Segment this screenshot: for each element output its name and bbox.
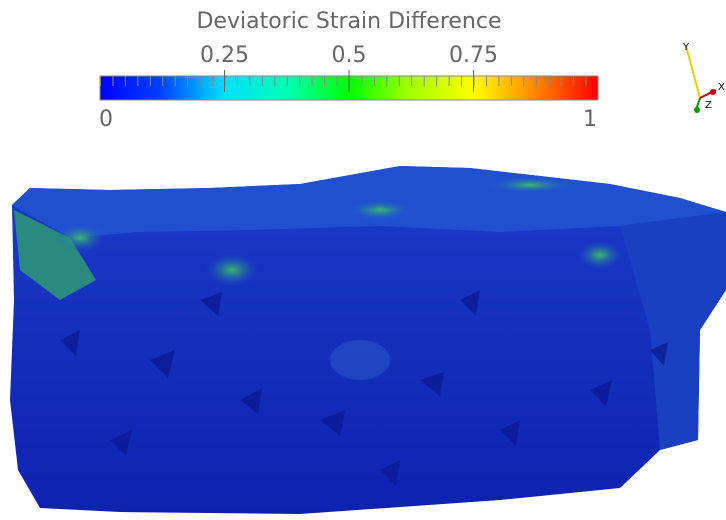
- axis-label: Z: [705, 100, 712, 111]
- axis-label: X: [718, 82, 725, 93]
- range-min-label: 0: [99, 107, 113, 132]
- axis-label: Y: [682, 42, 690, 53]
- axes-triad: X Y Z: [682, 42, 725, 113]
- range-max-label: 1: [583, 107, 597, 132]
- colorbar-title: Deviatoric Strain Difference: [196, 9, 501, 34]
- tick-label: 0.5: [332, 43, 367, 68]
- mesh: [10, 166, 726, 514]
- tick-label: 0.75: [449, 43, 498, 68]
- color-legend: Deviatoric Strain Difference 0.25 0.5 0.75…: [99, 9, 599, 132]
- tick-label: 0.25: [200, 43, 249, 68]
